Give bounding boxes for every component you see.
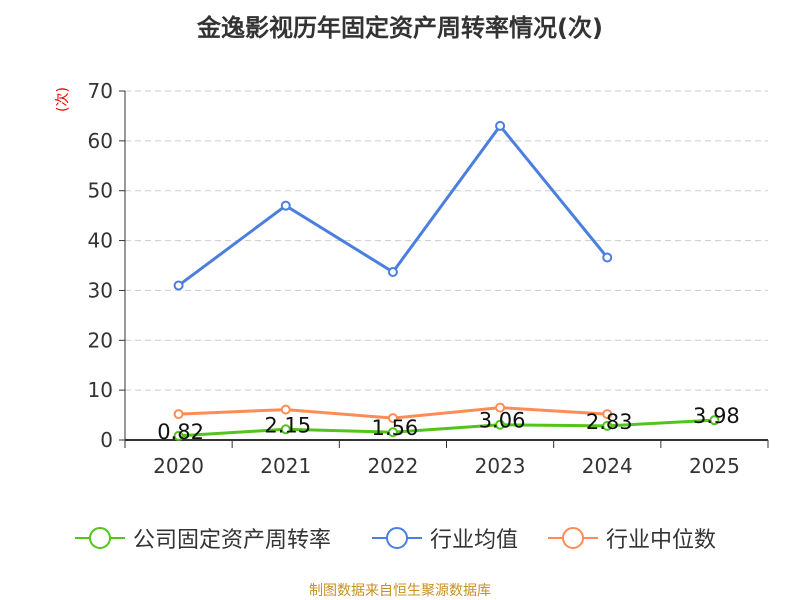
data-point [387,413,398,424]
data-point [602,252,613,263]
data-point [709,415,720,426]
data-point [280,200,291,211]
y-tick-label: 20 [88,328,113,352]
data-point [387,427,398,438]
x-tick-label: 2021 [260,454,311,478]
data-point [495,120,506,131]
legend-item[interactable]: 行业中位数 [548,522,716,554]
x-tick-label: 2024 [582,454,633,478]
series-line-1 [177,123,609,287]
x-tick-label: 2022 [367,454,418,478]
legend-marker-icon [75,527,125,549]
data-point [280,404,291,415]
legend-label: 行业中位数 [606,528,717,553]
data-point [602,409,613,420]
y-tick-label: 30 [88,278,113,302]
x-tick-label: 2025 [689,454,740,478]
data-label: 3.06 [479,409,526,433]
chart-title: 金逸影视历年固定资产周转率情况(次) [197,14,603,42]
y-tick-label: 70 [88,79,113,103]
data-point [602,420,613,431]
data-label: 2.15 [264,413,311,437]
y-tick-label: 60 [88,129,113,153]
legend-item[interactable]: 公司固定资产周转率 [75,522,331,554]
data-label: 0.82 [157,420,204,444]
data-label: 3.98 [693,404,740,428]
data-point [173,430,184,441]
data-point [173,409,184,420]
x-tick-label: 2023 [475,454,526,478]
data-point [280,424,291,435]
series-line-0 [178,418,715,438]
data-label: 2.83 [586,410,633,434]
legend-label: 公司固定资产周转率 [133,528,332,553]
legend-marker-icon [548,527,598,549]
y-tick-label: 10 [88,378,113,402]
source-note: 制图数据来自恒生聚源数据库 [309,583,491,599]
legend-item[interactable]: 行业均值 [372,522,518,554]
y-tick-label: 40 [88,229,113,253]
y-tick-label: 0 [100,428,113,452]
legend-marker-icon [372,527,422,549]
data-point [173,280,184,291]
x-tick-label: 2020 [153,454,204,478]
data-label: 1.56 [372,416,419,440]
data-point [495,419,506,430]
y-tick-label: 50 [88,179,113,203]
legend-label: 行业均值 [430,528,519,553]
data-point [495,402,506,413]
data-point [387,266,398,277]
